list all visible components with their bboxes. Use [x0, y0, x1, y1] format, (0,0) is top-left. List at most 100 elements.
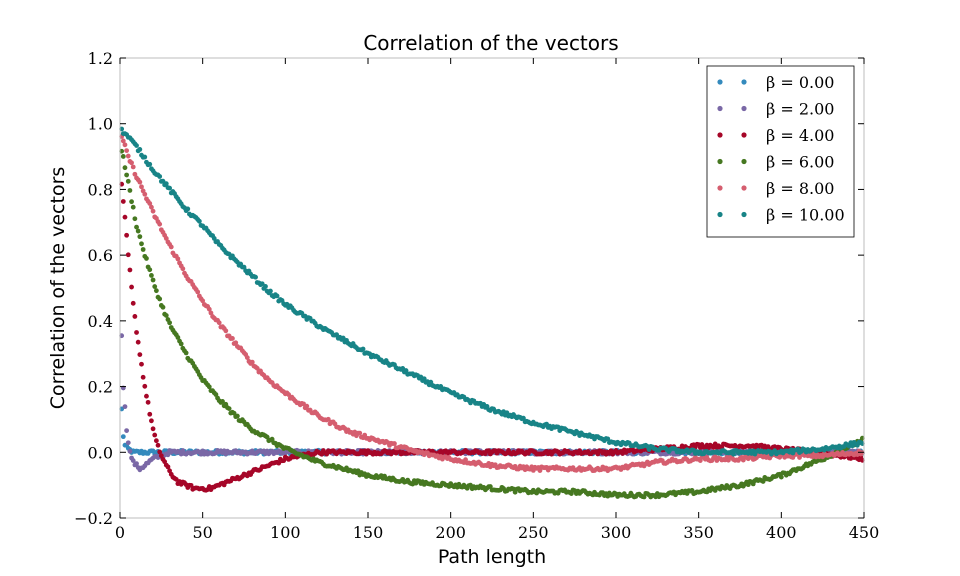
data-point [144, 256, 149, 261]
data-point [253, 274, 258, 280]
data-point [150, 426, 156, 432]
legend-label: β = 2.00 [766, 100, 834, 119]
data-point [129, 160, 134, 166]
y-tick-label: 0.2 [88, 378, 113, 397]
data-point [129, 284, 134, 290]
legend-marker [741, 105, 747, 112]
data-point [206, 306, 212, 312]
data-point [183, 350, 189, 356]
data-point [268, 288, 273, 294]
plot-marks [119, 126, 865, 500]
data-point [206, 384, 212, 390]
data-point [155, 442, 161, 448]
data-point [605, 436, 611, 442]
data-point [147, 267, 153, 273]
data-point [188, 482, 194, 488]
data-point [521, 415, 526, 421]
data-point [269, 436, 275, 442]
y-tick-label: 0.4 [88, 312, 113, 331]
data-point [127, 267, 133, 273]
data-point [150, 208, 156, 214]
data-point [165, 452, 171, 458]
data-point [142, 191, 148, 197]
data-point [139, 241, 144, 247]
legend-marker [741, 158, 747, 165]
data-point [122, 142, 128, 148]
data-point [730, 451, 736, 457]
data-point [360, 346, 366, 352]
data-point [124, 172, 130, 178]
data-point [281, 458, 287, 464]
x-tick-label: 0 [115, 523, 125, 542]
data-point [220, 399, 225, 404]
data-point [127, 188, 133, 193]
data-point [150, 277, 156, 283]
x-tick-label: 450 [849, 523, 880, 542]
data-point [130, 300, 136, 306]
data-point [120, 138, 126, 144]
x-tick-label: 350 [683, 523, 714, 542]
data-point [130, 204, 136, 210]
y-tick-label: 0.0 [88, 443, 113, 462]
data-point [392, 441, 397, 446]
data-point [178, 341, 184, 347]
data-point [254, 365, 260, 371]
data-point [124, 232, 130, 238]
data-point [147, 161, 153, 167]
data-point [421, 376, 427, 382]
legend-marker [717, 132, 723, 138]
data-point [147, 201, 153, 206]
data-point [249, 359, 255, 365]
data-point [157, 221, 163, 227]
legend-label: β = 0.00 [766, 73, 834, 92]
data-point [142, 154, 148, 160]
data-point [125, 252, 131, 258]
data-point [120, 199, 126, 204]
x-tick-label: 300 [601, 523, 632, 542]
data-point [760, 479, 766, 484]
axis-ticks: 0 50 100 150 200 250 300 350 400 450 −0.2 0.0 0.2 0.4… [74, 49, 879, 542]
data-point [276, 460, 282, 466]
data-point [357, 430, 363, 436]
data-point [157, 296, 163, 302]
data-point [137, 146, 143, 152]
legend-label: β = 10.00 [766, 206, 845, 225]
data-point [149, 418, 154, 424]
data-point [149, 204, 154, 210]
data-point [132, 216, 138, 222]
data-point [134, 143, 139, 148]
x-tick-label: 100 [270, 523, 301, 542]
data-point [153, 288, 159, 294]
data-point [120, 154, 126, 159]
data-point [334, 332, 339, 338]
legend-marker [717, 211, 723, 218]
data-point [263, 284, 268, 289]
data-point [139, 184, 144, 190]
data-point [163, 235, 169, 241]
data-point [130, 164, 136, 170]
x-tick-label: 50 [192, 523, 212, 542]
data-point [233, 340, 239, 346]
legend-label: β = 4.00 [766, 126, 834, 145]
data-point [168, 244, 174, 250]
chart-title: Correlation of the vectors [363, 31, 618, 55]
data-point [234, 413, 240, 419]
x-tick-label: 150 [353, 523, 384, 542]
data-point [137, 234, 143, 240]
data-point [175, 256, 181, 262]
y-tick-label: −0.2 [74, 509, 113, 528]
data-point [122, 165, 128, 171]
data-point [167, 320, 173, 326]
data-point [147, 411, 153, 417]
legend: β = 0.00 β = 2.00 β = 4.00 β = 6.00 β = 8.00… [706, 65, 855, 238]
data-point [208, 310, 214, 316]
legend-marker [741, 79, 747, 85]
data-point [122, 404, 128, 410]
legend-label: β = 6.00 [766, 153, 834, 172]
data-point [259, 281, 265, 287]
data-point [195, 289, 201, 295]
data-point [125, 153, 131, 159]
data-point [152, 432, 158, 438]
data-point [241, 264, 247, 270]
data-point [152, 284, 158, 289]
